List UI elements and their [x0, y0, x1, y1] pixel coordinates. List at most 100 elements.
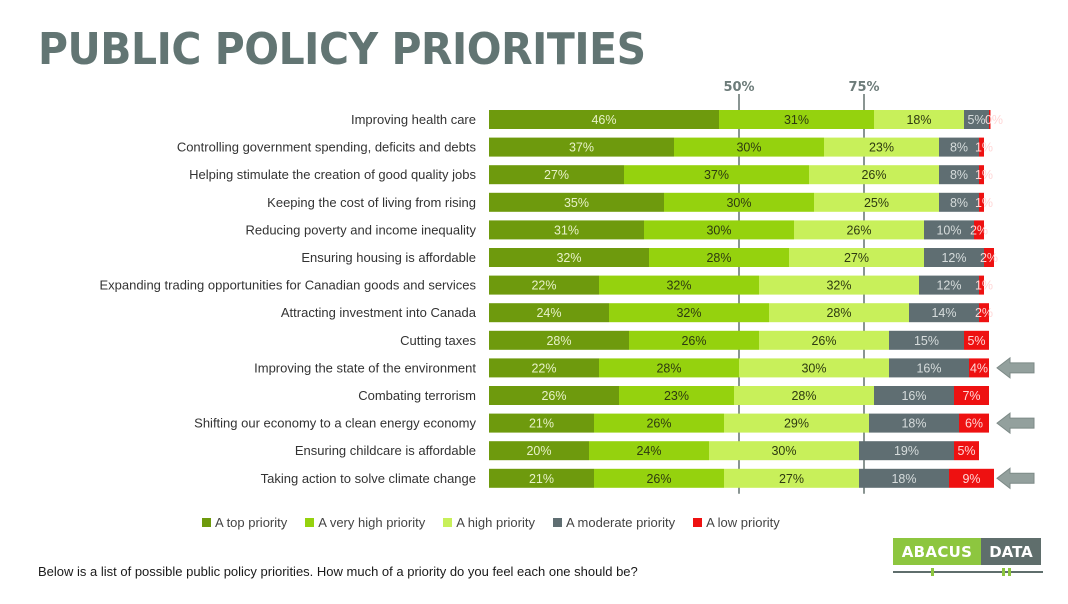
data-label: 1%: [975, 141, 993, 155]
data-label: 1%: [975, 168, 993, 182]
data-label: 28%: [706, 251, 731, 265]
bar-segment: [979, 275, 984, 295]
data-label: 32%: [826, 279, 851, 293]
bar-segment: [979, 137, 984, 157]
bar-segment: [759, 275, 919, 295]
legend-label: A moderate priority: [565, 515, 676, 530]
data-label: 27%: [544, 168, 569, 182]
bar-segment: [939, 137, 979, 157]
bar-segment: [979, 192, 984, 212]
bar-row: 31% 30% 26% 10% 2%: [489, 220, 988, 240]
bar-segment: [624, 165, 809, 185]
data-label: 23%: [869, 141, 894, 155]
data-label: 26%: [861, 168, 886, 182]
category-label: Helping stimulate the creation of good q…: [189, 167, 476, 182]
bar-segment: [489, 165, 624, 185]
bar-segment: [924, 248, 984, 267]
data-label: 12%: [941, 251, 966, 265]
data-label: 8%: [950, 168, 968, 182]
bar-segment: [619, 386, 734, 405]
legend-label: A high priority: [456, 515, 535, 530]
data-label: 28%: [791, 389, 816, 403]
bar-segment: [734, 386, 874, 405]
data-label: 32%: [676, 306, 701, 320]
bar-segment: [724, 413, 869, 433]
bar-segment: [869, 413, 959, 433]
data-label: 8%: [950, 141, 968, 155]
data-label: 31%: [784, 113, 809, 127]
bar-segment: [489, 441, 589, 461]
legend-swatch: [202, 518, 211, 527]
legend-item: A very high priority: [305, 515, 425, 530]
bar-segment: [724, 468, 859, 488]
data-label: 19%: [894, 444, 919, 458]
arrow-left-icon: [996, 356, 1035, 379]
bar-segment: [959, 413, 989, 433]
legend-item: A top priority: [202, 515, 287, 530]
data-label: 22%: [531, 361, 556, 375]
category-label: Combating terrorism: [358, 388, 476, 403]
logo-underline: [893, 568, 1043, 576]
bar-segment: [489, 192, 664, 212]
bar-row: 22% 28% 30% 16% 4%: [489, 358, 989, 378]
arrow-left-icon: [996, 412, 1035, 435]
data-label: 0%: [985, 113, 1003, 127]
data-label: 26%: [846, 223, 871, 237]
category-label: Improving the state of the environment: [254, 360, 476, 375]
bar-segment: [709, 441, 859, 461]
data-label: 12%: [936, 279, 961, 293]
data-label: 8%: [950, 196, 968, 210]
bar-segment: [489, 275, 599, 295]
data-label: 32%: [666, 279, 691, 293]
data-label: 31%: [554, 223, 579, 237]
bar-segment: [649, 248, 789, 267]
bar-segment: [954, 386, 989, 405]
arrow-left-icon: [996, 467, 1035, 490]
data-label: 37%: [569, 141, 594, 155]
bar-segment: [949, 468, 994, 488]
bar-segment: [939, 165, 979, 185]
bar-segment: [594, 468, 724, 488]
bar-row: 35% 30% 25% 8% 1%: [489, 192, 993, 212]
legend-item: A high priority: [443, 515, 535, 530]
category-label: Taking action to solve climate change: [261, 471, 476, 486]
data-label: 20%: [526, 444, 551, 458]
bar-segment: [739, 358, 889, 378]
logo-text-left: ABACUS: [893, 538, 981, 565]
data-label: 18%: [891, 472, 916, 486]
data-label: 5%: [967, 113, 985, 127]
data-label: 21%: [529, 472, 554, 486]
bar-row: 21% 26% 29% 18% 6%: [489, 413, 989, 433]
bar-segment: [489, 413, 594, 433]
bar-segment: [489, 248, 649, 267]
data-label: 10%: [936, 223, 961, 237]
data-label: 30%: [706, 223, 731, 237]
data-label: 28%: [546, 334, 571, 348]
legend-swatch: [693, 518, 703, 527]
data-label: 25%: [864, 196, 889, 210]
category-label: Improving health care: [351, 112, 476, 127]
bar-segment: [919, 275, 979, 295]
legend-item: A low priority: [693, 515, 780, 530]
bar-segment: [489, 110, 719, 129]
bar-segment: [489, 358, 599, 378]
bar-row: 24% 32% 28% 14% 2%: [489, 303, 993, 323]
legend-label: A top priority: [215, 515, 288, 530]
bar-segment: [489, 386, 619, 405]
bar-segment: [859, 441, 954, 461]
data-label: 46%: [591, 113, 616, 127]
bar-segment: [789, 248, 924, 267]
data-label: 2%: [980, 251, 998, 265]
data-label: 6%: [965, 417, 983, 431]
bar-segment: [794, 220, 924, 240]
legend-label: A very high priority: [318, 515, 426, 530]
bar-row: 32% 28% 27% 12% 2%: [489, 248, 998, 267]
bar-segment: [489, 330, 629, 350]
bar-segment: [984, 248, 994, 267]
category-label: Attracting investment into Canada: [281, 305, 477, 320]
bar-row: 21% 26% 27% 18% 9%: [489, 468, 994, 488]
data-label: 2%: [970, 223, 988, 237]
chart-legend: A top priority A very high priority A high…: [202, 515, 780, 530]
data-label: 26%: [541, 389, 566, 403]
data-label: 30%: [771, 444, 796, 458]
